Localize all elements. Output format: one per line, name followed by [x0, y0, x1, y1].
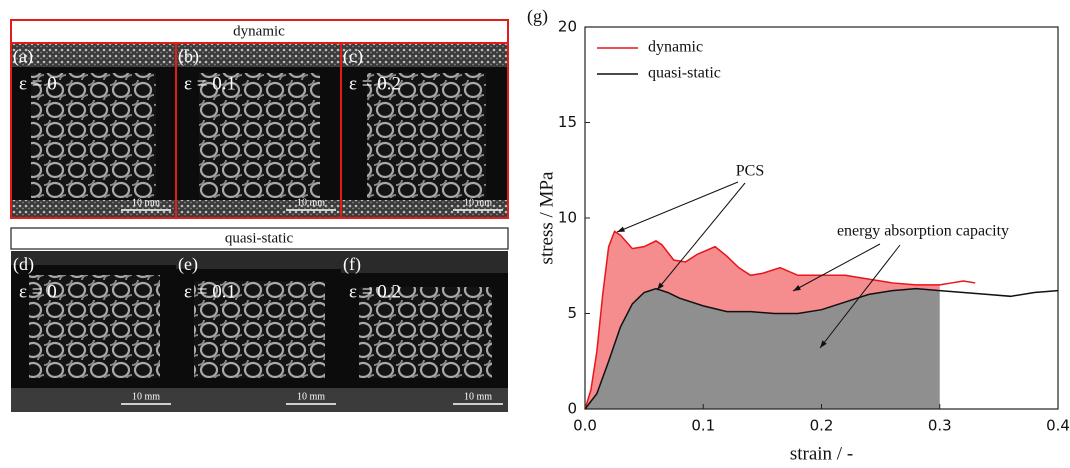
photo-panel: (d) ε = 0 10 mm — [11, 251, 176, 412]
photo-panels: dynamic quasi-static (a) ε = 0 10 mm (b) ε =… — [10, 19, 509, 412]
foam-specimen — [31, 73, 156, 198]
scale-label: 10 mm — [464, 197, 492, 208]
y-tick-label: 15 — [558, 113, 577, 131]
panel-label: (a) — [13, 46, 33, 67]
foam-specimen — [29, 275, 160, 378]
quasi-static-header — [10, 227, 509, 250]
foam-specimen — [199, 73, 320, 198]
quasi-static-title: quasi-static — [225, 230, 294, 246]
y-axis-label: stress / MPa — [536, 171, 557, 264]
panel-label: (c) — [343, 46, 363, 67]
annotation: PCS — [736, 163, 764, 180]
strain-label: ε = 0.2 — [349, 281, 401, 302]
platen-bottom — [176, 388, 341, 412]
strain-label: ε = 0.1 — [184, 281, 236, 302]
arrow-line — [792, 243, 881, 292]
scale-label: 10 mm — [132, 197, 160, 208]
x-axis-label: strain / - — [790, 443, 853, 464]
arrow-head — [820, 340, 827, 348]
y-tick-label: 10 — [558, 209, 577, 227]
platen-bottom — [11, 200, 176, 218]
x-tick-label: 0.1 — [691, 417, 715, 435]
series-line — [584, 230, 976, 410]
photo-panel: (e) ε = 0.1 10 mm — [176, 251, 341, 412]
arrow-line — [616, 181, 739, 233]
chart: 0.0 0.1 0.2 0.3 0.4 0 5 10 15 20 strain / - stress … — [527, 6, 1070, 464]
scale-label: 10 mm — [464, 391, 492, 402]
x-tick-label: 0.2 — [810, 417, 834, 435]
panel-label: (f) — [343, 254, 361, 275]
photo-panel: (b) ε = 0.1 10 mm — [175, 42, 342, 219]
platen-bottom — [176, 200, 341, 218]
x-tick-label: 0.0 — [573, 417, 597, 435]
platen-top — [11, 251, 176, 265]
y-tick-label: 5 — [567, 304, 577, 322]
platen-bottom — [341, 200, 508, 218]
x-tick-label: 0.4 — [1046, 417, 1070, 435]
panel-label: (g) — [527, 6, 548, 27]
y-tick-label: 0 — [567, 400, 577, 418]
annotation: energy absorption capacity — [837, 223, 1009, 240]
foam-specimen — [359, 287, 492, 378]
platen-bottom — [341, 388, 508, 412]
platen-top — [341, 251, 508, 273]
area-fill — [585, 288, 940, 409]
platen-top — [176, 43, 341, 67]
photo-panel: (c) ε = 0.2 10 mm — [340, 42, 509, 219]
platen-top — [11, 43, 176, 67]
strain-label: ε = 0 — [19, 281, 57, 302]
x-tick-label: 0.3 — [928, 417, 952, 435]
arrow-head — [657, 282, 664, 290]
panel-label: (b) — [178, 46, 199, 67]
panel-label: (e) — [178, 254, 198, 275]
foam-specimen — [194, 281, 325, 378]
arrow-line — [819, 244, 901, 349]
scale-label: 10 mm — [297, 197, 325, 208]
scale-label: 10 mm — [297, 391, 325, 402]
platen-bottom — [11, 388, 176, 412]
platen-top — [176, 251, 341, 269]
legend-label: quasi-static — [648, 65, 721, 82]
photo-panel: (f) ε = 0.2 10 mm — [341, 251, 508, 412]
foam-specimen — [367, 73, 486, 198]
legend-label: dynamic — [648, 39, 703, 56]
photo-panel: (a) ε = 0 10 mm — [10, 42, 177, 219]
area-fill — [585, 231, 940, 409]
panel-label: (d) — [13, 254, 34, 275]
arrow-head — [617, 226, 625, 232]
scale-label: 10 mm — [132, 391, 160, 402]
strain-label: ε = 0 — [19, 73, 57, 94]
series-line — [584, 287, 1059, 410]
platen-top — [341, 43, 508, 67]
strain-label: ε = 0.1 — [184, 73, 236, 94]
panel-border — [340, 42, 509, 219]
y-tick-label: 20 — [558, 18, 577, 36]
arrow-line — [656, 182, 746, 291]
strain-label: ε = 0.2 — [349, 73, 401, 94]
arrow-head — [793, 285, 801, 291]
dynamic-title: dynamic — [233, 23, 285, 39]
